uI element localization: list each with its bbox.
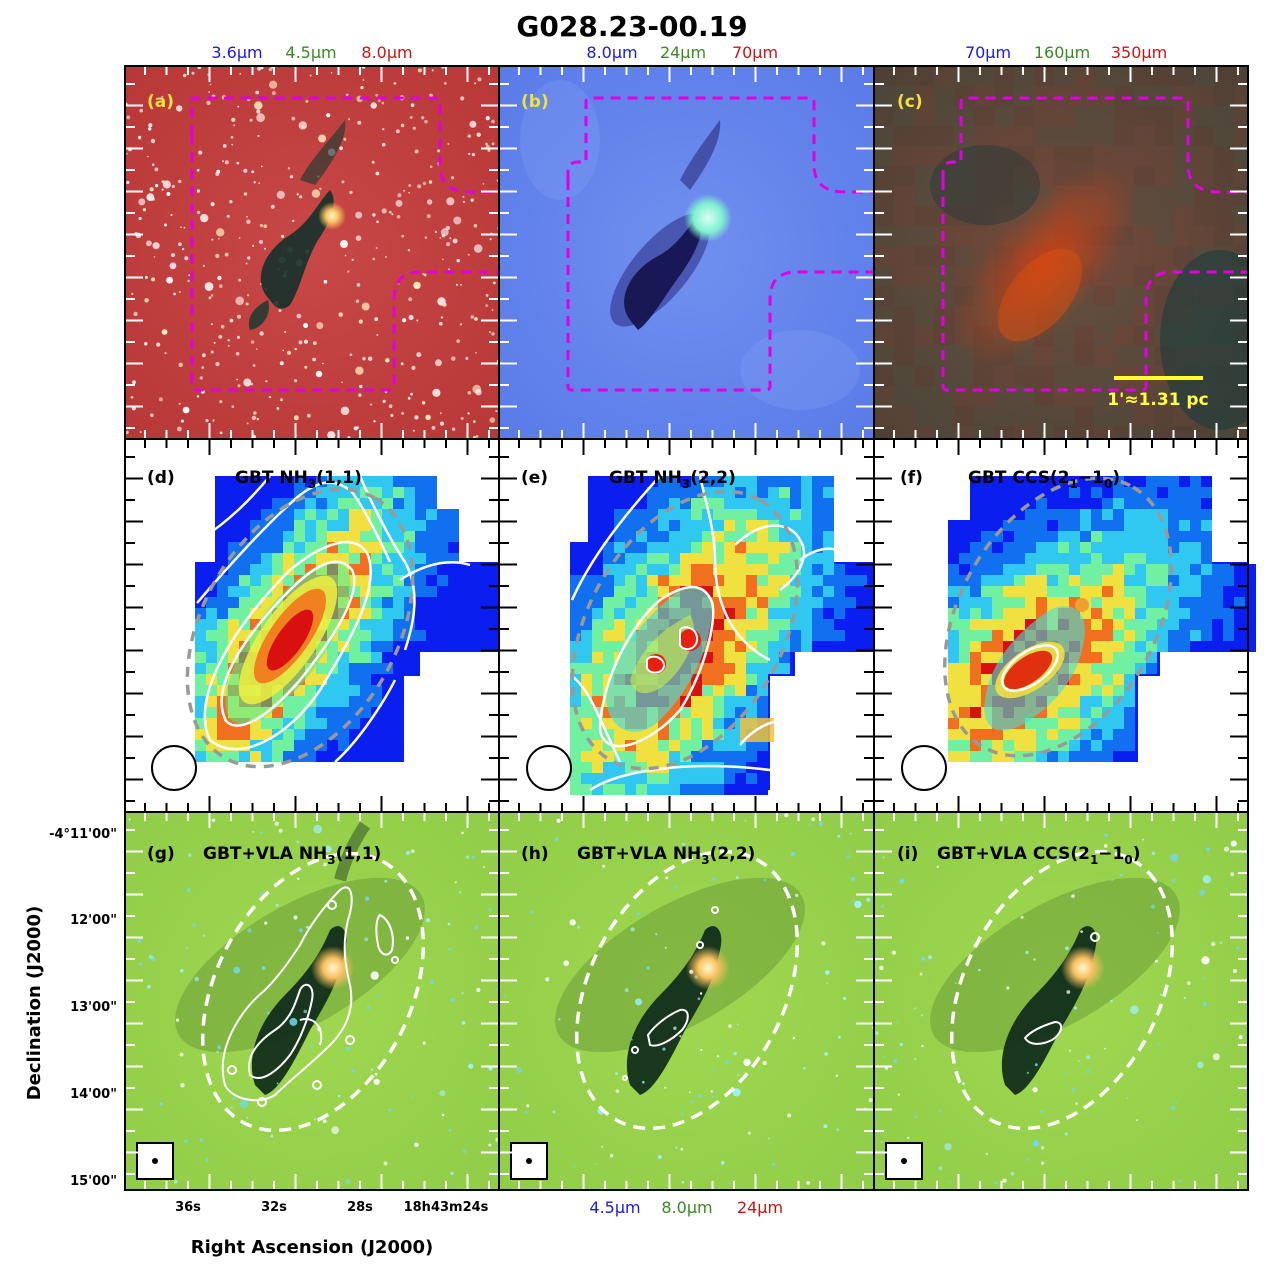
band-label-bottom-3: 24μm	[737, 1198, 783, 1217]
panel-title-g: GBT+VLA NH3(1,1)	[203, 844, 381, 867]
panel-label-b: (b)	[521, 92, 549, 112]
star-field-g	[128, 818, 499, 1185]
panel-g-gbt-vla-nh3-11	[125, 812, 499, 1190]
panel-frames	[124, 65, 1249, 1191]
band-label-c-3: 350μm	[1111, 43, 1167, 62]
x-axis-ticks: 36s 32s 28s 18h43m24s	[175, 1200, 489, 1215]
panel-title-f: GBT CCS(21−10)	[968, 468, 1120, 491]
x-tick-4: 18h43m24s	[404, 1200, 489, 1215]
panel-label-i: (i)	[897, 844, 918, 864]
y-tick-4: 14'00"	[70, 1087, 117, 1102]
band-label-a-1: 3.6μm	[211, 43, 262, 62]
y-axis-ticks: -4°11'00" 12'00" 13'00" 14'00" 15'00"	[49, 827, 117, 1189]
band-label-b-2: 24μm	[660, 43, 706, 62]
band-label-a-2: 4.5μm	[285, 43, 336, 62]
panel-label-e: (e)	[521, 468, 548, 488]
panel-label-h: (h)	[521, 844, 549, 864]
band-label-bottom-1: 4.5μm	[589, 1198, 640, 1217]
panel-b-mips-image	[499, 66, 874, 439]
y-axis-label: Declination (J2000)	[24, 906, 45, 1101]
panel-c-herschel-image	[874, 66, 1248, 439]
panel-d-gbt-nh3-11	[125, 439, 503, 812]
y-tick-2: 12'00"	[70, 913, 117, 928]
band-label-b-1: 8.0μm	[586, 43, 637, 62]
star-field-h	[499, 813, 874, 1185]
panel-label-c: (c)	[897, 92, 923, 112]
bottom-band-labels: 4.5μm 8.0μm 24μm	[589, 1198, 783, 1217]
panel-title-h: GBT+VLA NH3(2,2)	[577, 844, 755, 867]
band-label-bottom-2: 8.0μm	[661, 1198, 712, 1217]
top-band-labels: 3.6μm 4.5μm 8.0μm 8.0μm 24μm 70μm 70μm 1…	[211, 43, 1167, 62]
panel-title-i: GBT+VLA CCS(21−10)	[937, 844, 1141, 867]
panel-label-d: (d)	[147, 468, 175, 488]
scale-bar-label: 1'≈1.31 pc	[1107, 390, 1208, 410]
y-tick-3: 13'00"	[70, 1000, 117, 1015]
x-tick-2: 32s	[261, 1200, 287, 1215]
panel-f-gbt-ccs	[874, 439, 1256, 812]
y-tick-5: 15'00"	[70, 1174, 117, 1189]
panel-title-e: GBT NH3(2,2)	[609, 468, 736, 491]
pixel-grid-f	[948, 476, 1256, 762]
panel-label-g: (g)	[147, 844, 175, 864]
figure-title: G028.23-00.19	[516, 10, 747, 43]
panel-h-gbt-vla-nh3-22	[499, 812, 874, 1190]
x-tick-1: 36s	[175, 1200, 201, 1215]
band-label-c-2: 160μm	[1034, 43, 1090, 62]
band-label-b-3: 70μm	[732, 43, 778, 62]
x-axis-label: Right Ascension (J2000)	[191, 1237, 434, 1258]
band-label-a-3: 8.0μm	[361, 43, 412, 62]
band-label-c-1: 70μm	[965, 43, 1011, 62]
panel-label-a: (a)	[147, 92, 174, 112]
panel-i-gbt-vla-ccs	[874, 812, 1248, 1190]
x-tick-3: 28s	[347, 1200, 373, 1215]
panel-label-f: (f)	[900, 468, 923, 488]
star-field-a	[125, 66, 499, 439]
panel-e-gbt-nh3-22	[499, 439, 878, 812]
star-field-i	[874, 825, 1243, 1185]
pixel-grid-e	[570, 476, 878, 795]
panel-a-irac-image	[125, 66, 499, 439]
y-tick-1: -4°11'00"	[49, 827, 117, 842]
panel-title-d: GBT NH3(1,1)	[235, 468, 362, 491]
